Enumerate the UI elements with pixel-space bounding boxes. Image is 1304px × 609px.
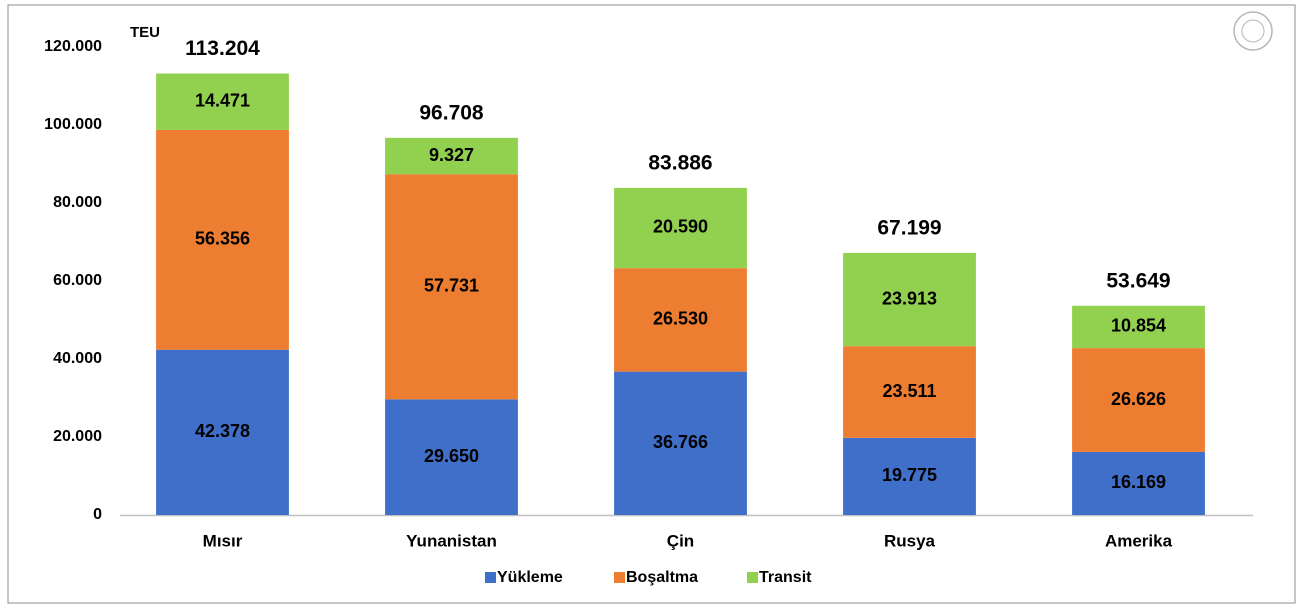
legend-label: Transit bbox=[759, 569, 812, 586]
bar-segment bbox=[843, 346, 976, 438]
x-tick-label: Rusya bbox=[884, 531, 936, 550]
y-tick-label: 40.000 bbox=[53, 350, 102, 367]
y-tick-label: 100.000 bbox=[44, 116, 102, 133]
y-axis-label: TEU bbox=[130, 24, 160, 41]
data-label: 20.590 bbox=[653, 217, 708, 237]
total-label: 83.886 bbox=[648, 151, 712, 174]
x-tick-label: Amerika bbox=[1105, 531, 1173, 550]
y-tick-label: 60.000 bbox=[53, 272, 102, 289]
legend-swatch bbox=[614, 572, 625, 583]
data-label: 57.731 bbox=[424, 276, 479, 296]
data-label: 14.471 bbox=[195, 90, 250, 110]
data-label: 16.169 bbox=[1111, 472, 1166, 492]
data-label: 10.854 bbox=[1111, 316, 1166, 336]
total-label: 67.199 bbox=[877, 216, 941, 239]
bar-segment bbox=[156, 129, 289, 350]
data-label: 19.775 bbox=[882, 465, 937, 485]
bar-segment bbox=[1072, 305, 1205, 349]
total-label: 113.204 bbox=[185, 37, 260, 60]
bar-segment bbox=[156, 73, 289, 130]
data-label: 36.766 bbox=[653, 432, 708, 452]
total-label: 53.649 bbox=[1106, 269, 1170, 292]
legend-label: Boşaltma bbox=[626, 569, 698, 586]
logo bbox=[1233, 11, 1273, 51]
bar-segment bbox=[385, 174, 518, 400]
bar-segment bbox=[843, 252, 976, 347]
bar-segment bbox=[385, 137, 518, 175]
bar-segment bbox=[614, 371, 747, 515]
x-tick-label: Yunanistan bbox=[406, 531, 497, 550]
x-tick-label: Çin bbox=[667, 531, 694, 550]
y-tick-label: 80.000 bbox=[53, 194, 102, 211]
bar-segment bbox=[843, 437, 976, 515]
x-tick-label: Mısır bbox=[203, 531, 243, 550]
data-label: 23.913 bbox=[882, 288, 937, 308]
data-label: 42.378 bbox=[195, 421, 250, 441]
data-label: 26.530 bbox=[653, 309, 708, 329]
legend-swatch bbox=[485, 572, 496, 583]
y-tick-label: 0 bbox=[93, 506, 102, 523]
legend-label: Yükleme bbox=[497, 569, 563, 586]
data-label: 29.650 bbox=[424, 446, 479, 466]
data-label: 56.356 bbox=[195, 229, 250, 249]
legend-swatch bbox=[747, 572, 758, 583]
y-tick-label: 120.000 bbox=[44, 38, 102, 55]
data-label: 23.511 bbox=[882, 381, 936, 401]
total-label: 96.708 bbox=[419, 101, 484, 124]
data-label: 26.626 bbox=[1111, 389, 1166, 409]
bar-segment bbox=[385, 399, 518, 515]
bar-segment bbox=[1072, 451, 1205, 515]
bar-segment bbox=[614, 187, 747, 269]
y-tick-label: 20.000 bbox=[53, 428, 102, 445]
bar-segment bbox=[1072, 348, 1205, 452]
data-label: 9.327 bbox=[429, 145, 474, 165]
bar-segment bbox=[614, 268, 747, 372]
bar-segment bbox=[156, 349, 289, 515]
